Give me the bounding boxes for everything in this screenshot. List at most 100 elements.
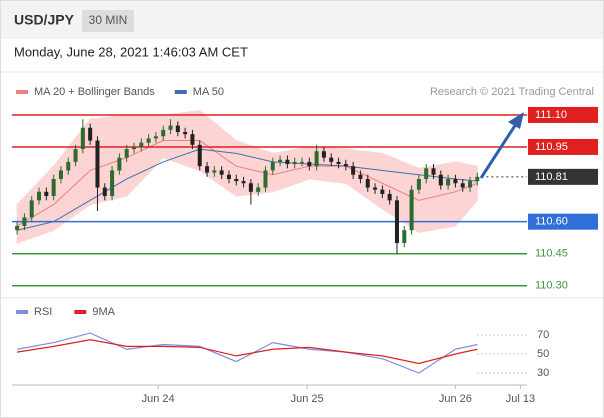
candle-body: [58, 170, 63, 179]
candle-body: [460, 183, 465, 188]
x-tick-label: Jul 13: [506, 393, 535, 405]
candle-body: [416, 178, 421, 190]
ma-line: [16, 148, 478, 231]
candle-body: [475, 176, 480, 182]
candle-body: [278, 159, 283, 162]
level-label: 110.60: [535, 216, 568, 228]
candle-body: [73, 149, 78, 162]
candle-body: [453, 178, 458, 184]
candle-body: [336, 161, 341, 165]
candle-body: [431, 168, 436, 175]
candle-body: [314, 151, 319, 167]
legend-swatch: [74, 310, 87, 314]
candle-body: [37, 191, 42, 201]
y-tick-label: 30: [537, 367, 549, 379]
candle-body: [373, 187, 378, 190]
source: Research © 2021 Trading Central: [430, 86, 594, 98]
candle-body: [102, 187, 107, 197]
candle-body: [263, 170, 268, 188]
candle-body: [256, 187, 261, 192]
candle-body: [241, 181, 246, 184]
legend-swatch: [16, 90, 28, 94]
candle-body: [394, 200, 399, 244]
candle-body: [22, 217, 27, 226]
candle-body: [299, 161, 305, 163]
candle-body: [161, 129, 166, 137]
candle-body: [307, 161, 312, 167]
level-box: [528, 106, 598, 123]
candle-body: [424, 168, 429, 179]
candle-body: [168, 125, 173, 130]
candle-body: [248, 183, 253, 192]
candle-body: [351, 166, 356, 175]
x-tick-label: Jun 25: [291, 393, 324, 405]
legend-label: MA 50: [193, 86, 224, 98]
legend-label: 9MA: [92, 306, 115, 318]
timeframe-badge: [82, 10, 134, 32]
candle-body: [124, 149, 129, 158]
legend-swatch: [16, 310, 28, 314]
candle-body: [80, 127, 85, 150]
level-label: 111.10: [535, 109, 567, 121]
level-box: [528, 168, 598, 185]
level-label: 110.95: [535, 141, 568, 153]
candle-body: [343, 164, 348, 167]
arrow: [479, 123, 518, 179]
legend-label: MA 20 + Bollinger Bands: [34, 86, 155, 98]
candle-body: [226, 174, 231, 179]
candle-body: [234, 178, 239, 182]
legend-swatch: [174, 90, 187, 94]
symbol: USD/JPY: [14, 12, 75, 28]
level-label: 110.45: [535, 248, 568, 260]
candle-body: [205, 166, 210, 173]
candle-body: [153, 136, 158, 139]
candle-body: [197, 144, 202, 167]
y-tick-label: 70: [537, 329, 549, 341]
y-tick-label: 50: [537, 348, 549, 360]
candle-body: [139, 142, 144, 147]
x-tick-label: Jun 26: [439, 393, 472, 405]
candle-body: [88, 127, 93, 141]
candle-body: [175, 125, 180, 133]
candle-body: [438, 174, 443, 186]
candle-body: [402, 230, 407, 244]
candle-body: [358, 174, 363, 179]
candle-body: [190, 134, 195, 145]
candle-body: [380, 189, 385, 194]
legend-label: RSI: [34, 306, 52, 318]
candle-body: [51, 178, 56, 197]
candle-body: [468, 181, 473, 188]
candle-body: [44, 191, 49, 197]
candle-body: [285, 159, 290, 165]
date: Monday, June 28, 2021 1:46:03 AM CET: [14, 44, 248, 59]
level-box: [528, 138, 598, 155]
candle-body: [329, 157, 334, 162]
level-label: 110.30: [535, 280, 568, 292]
candle-body: [270, 161, 275, 171]
candle-body: [29, 200, 34, 218]
plot: MA 20 + Bollinger Bands MA 50 RSI 9MA 111.10…: [12, 86, 598, 405]
arrow-head: [508, 112, 524, 129]
candle-body: [183, 132, 188, 135]
candle-body: [15, 225, 20, 231]
candle-body: [387, 193, 392, 201]
candle-body: [146, 138, 151, 143]
level-label: 110.81: [535, 171, 568, 183]
bollinger-band: [454, 161, 478, 228]
candle-body: [446, 178, 451, 186]
candle-body: [66, 161, 71, 171]
candle-body: [110, 170, 115, 197]
level-box: [528, 213, 598, 230]
x-tick-label: Jun 24: [142, 393, 175, 405]
candle-body: [365, 178, 370, 188]
candle-body: [131, 146, 137, 150]
candle-body: [292, 161, 297, 165]
rsi-line: [17, 339, 478, 365]
candle-body: [212, 170, 217, 173]
timeframe: 30 MIN: [89, 13, 128, 27]
candle-body: [219, 170, 224, 175]
candle-body: [117, 157, 122, 171]
candle-body: [95, 140, 100, 188]
